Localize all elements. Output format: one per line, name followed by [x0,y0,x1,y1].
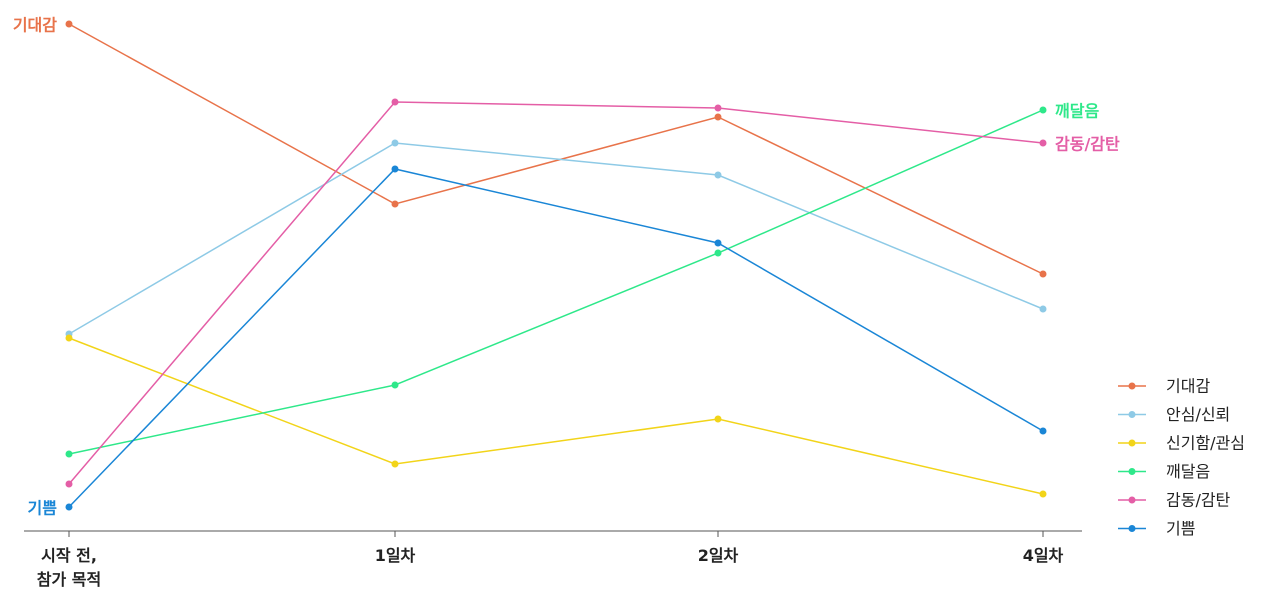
point [714,239,722,247]
point [65,334,73,342]
point [65,20,73,28]
legend-dot [1128,382,1136,390]
point [391,98,399,106]
point [391,139,399,147]
x-tick-label: 2일차 [697,546,739,565]
legend-dot [1128,525,1136,532]
point [714,415,722,423]
end-label: 깨달음 [1055,102,1099,121]
point [1039,139,1047,147]
point [1039,270,1047,278]
point [391,460,399,468]
legend-dot [1128,411,1136,418]
legend-label: 기대감 [1166,377,1210,396]
series-line [68,109,1044,455]
x-tick-label: 시작 전, 참가 목적 [36,546,102,589]
x-tick-label: 1일차 [374,546,416,565]
end-label: 기대감 [13,16,57,35]
legend-label: 기쁨 [1166,519,1195,538]
end-label: 감동/감탄 [1055,135,1120,154]
point [65,503,73,511]
legend-label: 감동/감탄 [1166,491,1231,510]
series-line [68,337,1044,495]
legend-dot [1128,439,1136,447]
x-tick-label: 4일차 [1022,546,1064,565]
point [391,200,399,208]
legend-label: 깨달음 [1166,462,1210,481]
end-label: 기쁨 [28,499,58,518]
point [1039,427,1047,435]
series-line [68,142,1044,335]
series-line [68,168,1044,508]
point [65,450,73,458]
point [391,165,399,173]
point [714,249,722,257]
legend-dot [1128,468,1136,475]
point [1039,106,1047,114]
legend-dot [1128,496,1136,504]
legend-label: 안심/신뢰 [1166,405,1230,424]
point [714,104,722,112]
series-line [68,101,1044,485]
series-line [68,23,1044,275]
point [65,480,73,488]
point [714,113,722,121]
legend-label: 신기함/관심 [1166,434,1245,453]
point [1039,305,1047,313]
point [714,171,722,179]
point [1039,490,1047,498]
point [391,381,399,389]
